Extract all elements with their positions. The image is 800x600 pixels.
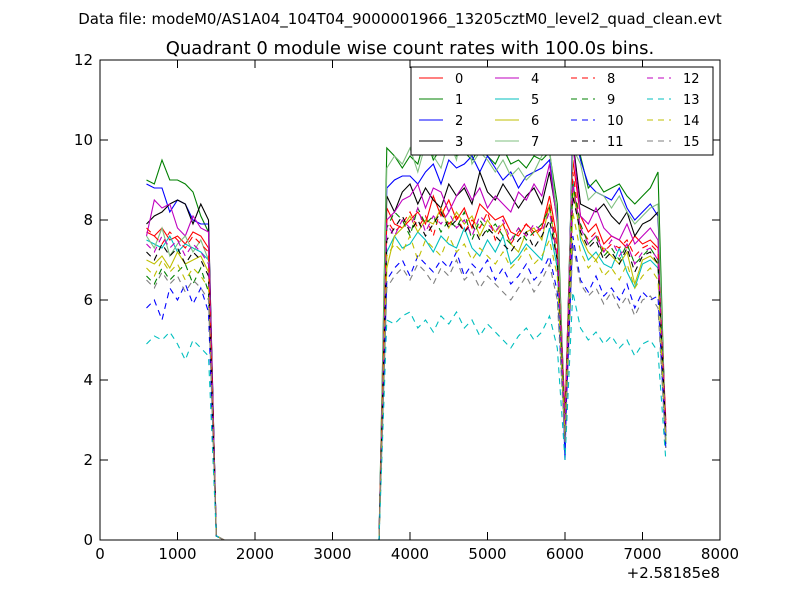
legend-label-2: 2 (455, 114, 463, 129)
legend-label-15: 15 (683, 135, 700, 150)
legend-label-10: 10 (607, 114, 624, 129)
legend-label-13: 13 (683, 93, 700, 108)
x-tick-label: 2000 (236, 545, 274, 563)
series-line-7 (146, 115, 667, 540)
y-tick-label: 12 (74, 51, 93, 69)
y-tick-label: 10 (74, 131, 93, 149)
x-tick-label: 5000 (468, 545, 506, 563)
y-tick-label: 8 (83, 211, 93, 229)
x-tick-label: 8000 (701, 545, 739, 563)
series-line-12 (146, 183, 667, 540)
series-line-3 (146, 139, 667, 540)
legend-label-11: 11 (607, 135, 624, 150)
x-tick-label: 3000 (313, 545, 351, 563)
legend-label-14: 14 (683, 114, 700, 129)
x-tick-label: 1000 (158, 545, 196, 563)
legend-label-3: 3 (455, 135, 463, 150)
legend-label-7: 7 (531, 135, 539, 150)
legend-label-0: 0 (455, 72, 463, 87)
y-tick-label: 6 (83, 291, 93, 309)
legend-label-5: 5 (531, 93, 539, 108)
legend-box (410, 66, 714, 156)
legend-label-9: 9 (607, 93, 615, 108)
series-line-9 (146, 183, 667, 540)
series-line-6 (146, 187, 667, 540)
x-tick-label: 7000 (623, 545, 661, 563)
chart-title: Quadrant 0 module wise count rates with … (166, 38, 655, 59)
series-line-13 (146, 291, 667, 540)
y-tick-label: 4 (83, 371, 93, 389)
y-tick-label: 2 (83, 451, 93, 469)
series-line-15 (146, 243, 667, 540)
legend-label-4: 4 (531, 72, 539, 87)
legend-label-6: 6 (531, 114, 539, 129)
series-line-4 (145, 143, 667, 540)
figure-suptitle: Data file: modeM0/AS1A04_104T04_90000019… (78, 10, 722, 29)
y-tick-label: 0 (83, 531, 93, 549)
series-layer (145, 115, 667, 540)
x-tick-label: 6000 (546, 545, 584, 563)
legend-label-12: 12 (683, 72, 700, 87)
x-offset-label: +2.58185e8 (627, 564, 720, 582)
x-tick-label: 4000 (391, 545, 429, 563)
legend-label-1: 1 (455, 93, 463, 108)
x-tick-label: 0 (95, 545, 105, 563)
legend-label-8: 8 (607, 72, 615, 87)
axes-layer: 0 1000 2000 3000 4000 5000 6000 7000 80000246810… (74, 51, 739, 563)
